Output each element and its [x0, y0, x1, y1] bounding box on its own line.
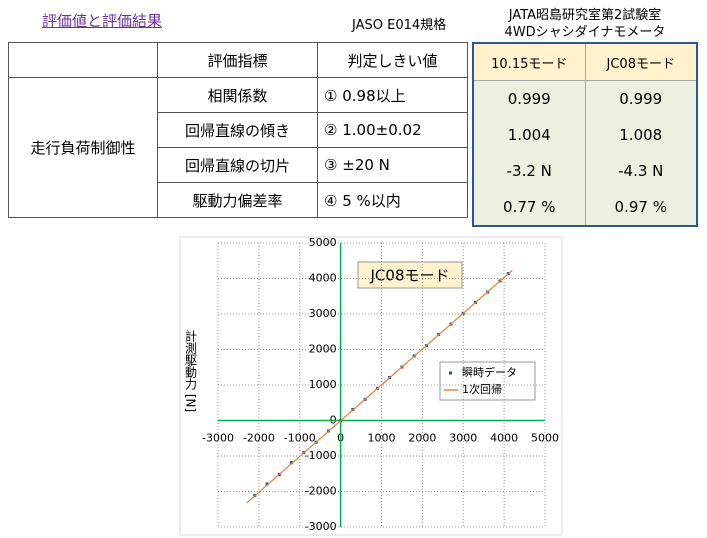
lab: 4WDシャシダイナモメータ — [504, 25, 666, 40]
cell: 相関係数 — [156, 77, 319, 113]
title: 評価値と評価結果 — [42, 12, 163, 30]
cell: ① 0.98以上 — [317, 77, 468, 113]
regression-line — [246, 269, 513, 504]
header-cell: 判定しきい値 — [317, 42, 468, 78]
header-cell: JC08モード — [584, 43, 697, 81]
legend-label: 瞬時データ — [462, 365, 517, 379]
x-tick-label: 1000 — [368, 432, 396, 445]
y-axis-label: 計測駆動力 [N] — [184, 329, 198, 413]
cell: 0.999 — [472, 80, 585, 117]
cell: 回帰直線の切片 — [156, 147, 319, 183]
x-tick-label: 5000 — [531, 432, 559, 445]
cell: 駆動力偏差率 — [156, 182, 319, 218]
y-tick-label: 5000 — [309, 236, 337, 249]
x-tick-label: 3000 — [449, 432, 477, 445]
cell: 1.004 — [472, 117, 585, 153]
x-tick-label: -3000 — [202, 432, 234, 445]
cell: ② 1.00±0.02 — [317, 112, 468, 148]
results-table: 10.15モード JC08モード 0.999 0.999 1.004 1.008 -3… — [472, 42, 698, 227]
x-tick-label: 2000 — [408, 432, 436, 445]
y-tick-label: 2000 — [309, 343, 337, 356]
legend-label: 1次回帰 — [462, 382, 502, 396]
header-cell: 評価指標 — [156, 42, 319, 78]
header-cell: 10.15モード — [472, 43, 585, 81]
y-tick-label: 1000 — [309, 378, 337, 391]
group-cell: 走行負荷制御性 — [8, 77, 158, 218]
legend-marker — [449, 371, 452, 375]
cell: 0.77 % — [472, 189, 585, 226]
standard: JASO E014規格 — [352, 18, 447, 33]
y-tick-label: -2000 — [305, 485, 337, 498]
y-tick-label: 4000 — [309, 272, 337, 285]
cell: 回帰直線の傾き — [156, 112, 319, 148]
cell: -4.3 N — [584, 153, 697, 189]
cell: 0.999 — [584, 80, 697, 117]
chart-frame — [179, 236, 563, 536]
x-tick-label: 4000 — [490, 432, 518, 445]
criteria-table: 評価指標 判定しきい値 走行負荷制御性 相関係数 ① 0.98以上 回帰直線の傾き ②… — [8, 42, 468, 218]
lab: JATA昭島研究室第2試験室 — [508, 8, 662, 23]
cell: 1.008 — [584, 117, 697, 153]
cell: ④ 5 %以内 — [317, 182, 468, 218]
y-tick-label: 3000 — [309, 307, 337, 320]
chart-title-box — [357, 261, 463, 289]
x-tick-label: -1000 — [284, 432, 316, 445]
legend — [439, 361, 536, 401]
cell: -3.2 N — [472, 153, 585, 189]
y-tick-label: -3000 — [305, 520, 337, 533]
x-tick-label: -2000 — [243, 432, 275, 445]
y-tick-label: -1000 — [305, 449, 337, 462]
cell: 0.97 % — [584, 189, 697, 226]
point — [265, 482, 269, 486]
chart-title: JC08モード — [370, 267, 450, 285]
point — [290, 461, 294, 465]
